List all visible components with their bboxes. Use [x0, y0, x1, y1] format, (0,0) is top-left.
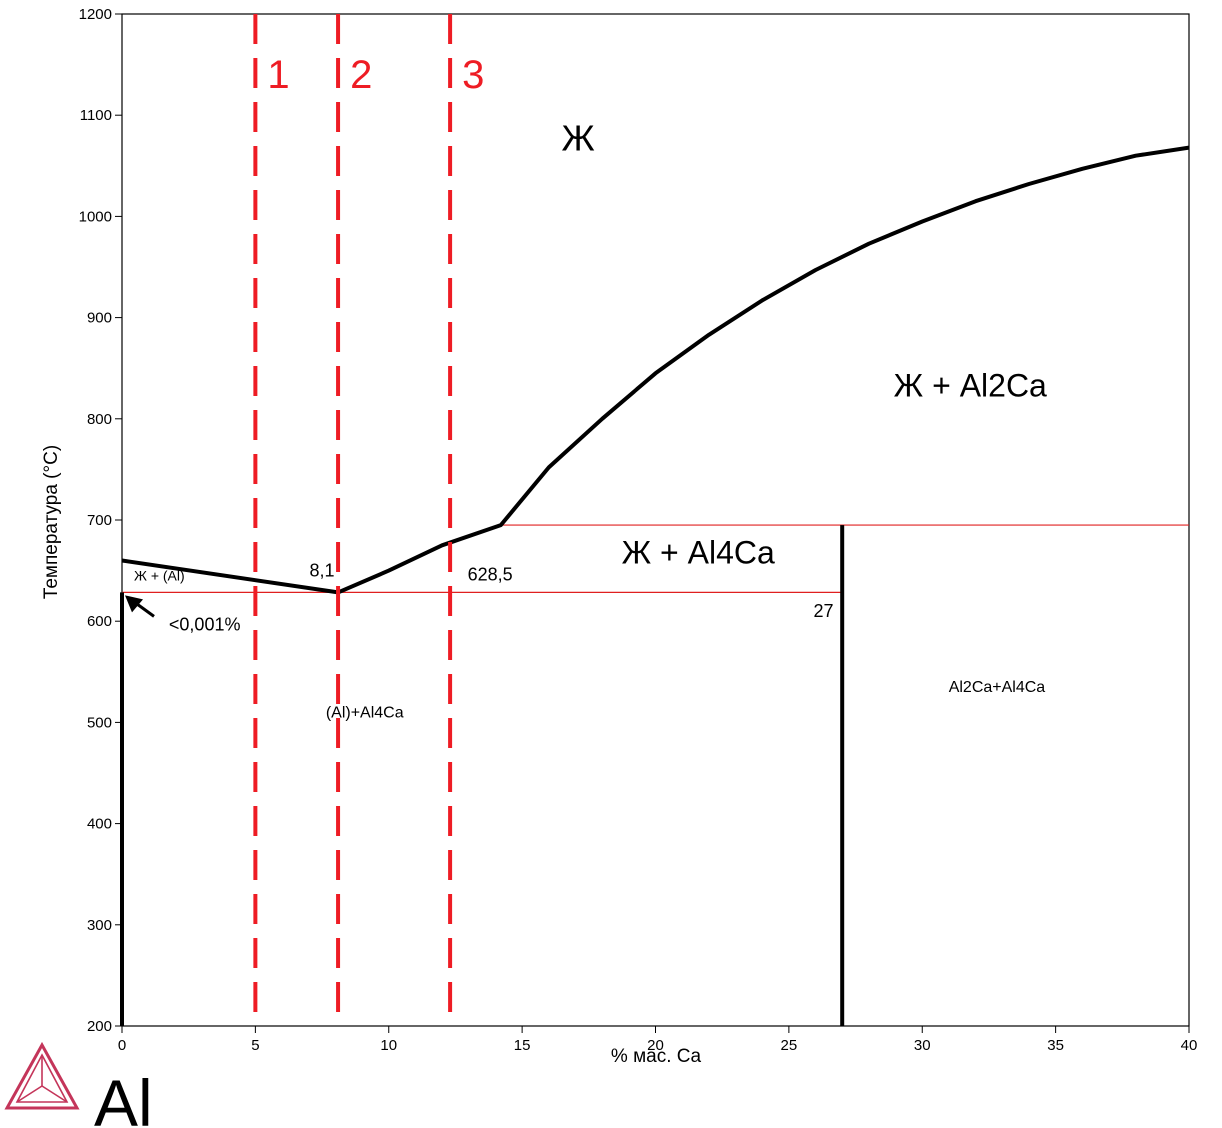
y-tick-label: 700	[87, 512, 112, 529]
x-tick-label: 0	[118, 1037, 126, 1054]
y-tick-label: 400	[87, 816, 112, 833]
liquidus-left-line	[121, 558, 339, 595]
plot-frame	[121, 13, 1190, 1027]
region-label: Al2Ca+Al4Ca	[949, 679, 1046, 696]
solubility-arrow-head	[125, 595, 143, 613]
region-label: (Al)+Al4Ca	[326, 704, 404, 721]
x-tick-label: 35	[1047, 1037, 1064, 1054]
region-label: Ж + (Al)	[134, 568, 185, 584]
axes: 0 5 10 15 20 25 30 35 40 200 300 400 500 600 700 800 900…	[79, 6, 1198, 1054]
x-tick-label: 15	[514, 1037, 531, 1054]
y-tick-label: 600	[87, 613, 112, 630]
y-tick-label: 1000	[79, 208, 112, 225]
phase-boundaries	[120, 145, 1190, 1026]
x-tick-label: 5	[251, 1037, 259, 1054]
y-tick-label: 900	[87, 310, 112, 327]
region-label: Ж + Al4Ca	[622, 535, 775, 571]
x-tick-label: 20	[647, 1037, 664, 1054]
y-axis-label: Температура (°C)	[41, 445, 62, 599]
region-label: Ж + Al2Ca	[894, 368, 1047, 404]
isotherm-lines	[122, 524, 1189, 593]
liquidus-right-line	[337, 145, 1190, 595]
x-tick-label: 25	[781, 1037, 798, 1054]
y-tick-label: 500	[87, 714, 112, 731]
x-tick-label: 40	[1181, 1037, 1198, 1054]
annotation-label: 628,5	[468, 565, 513, 585]
section-label-3: 3	[462, 53, 484, 97]
y-tick-label: 1200	[79, 6, 112, 23]
y-tick-label: 300	[87, 917, 112, 934]
region-labels: Ж Ж + Al2Ca Ж + Al4Ca Ж + (Al) (Al)+Al4Ca Al2…	[125, 118, 1047, 721]
x-tick-label: 30	[914, 1037, 931, 1054]
y-tick-label: 1100	[80, 107, 112, 124]
annotation-label: 27	[814, 601, 834, 621]
section-label-2: 2	[350, 53, 372, 97]
y-tick-label: 200	[87, 1018, 112, 1035]
x-tick-label: 10	[380, 1037, 397, 1054]
element-label: Al	[94, 1066, 153, 1128]
annotation-label: 8,1	[310, 561, 335, 581]
section-lines: 1 2 3	[253, 14, 484, 1026]
thermo-calc-logo-icon	[4, 1041, 80, 1110]
section-label-1: 1	[267, 53, 289, 97]
region-label: Ж	[562, 118, 595, 159]
y-tick-label: 800	[87, 411, 112, 428]
x-axis-label: % мас. Ca	[611, 1046, 702, 1067]
annotation-label: <0,001%	[169, 614, 241, 634]
